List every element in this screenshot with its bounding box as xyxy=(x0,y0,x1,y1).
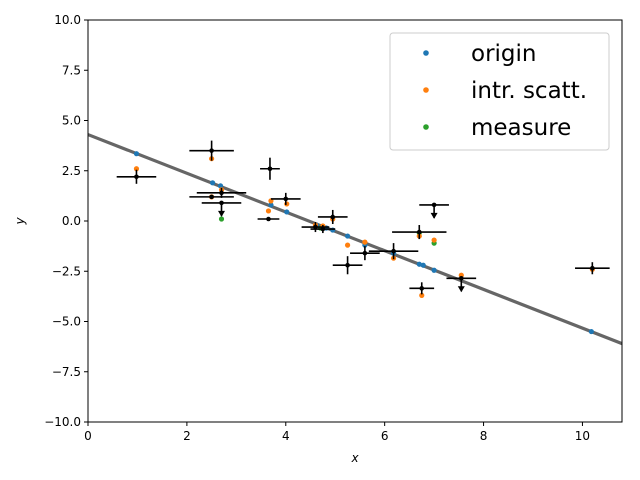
x-axis: 0 2 4 6 8 10 xyxy=(84,422,590,443)
measurement-errorbar xyxy=(332,256,363,275)
measurement-point xyxy=(219,190,224,196)
point-origin xyxy=(416,261,422,267)
measurement-point xyxy=(266,216,271,222)
legend-label: measure xyxy=(471,115,571,141)
upper-limit-arrow-head xyxy=(218,210,225,217)
x-tick-label: 4 xyxy=(282,429,290,443)
y-tick-label: 7.5 xyxy=(62,63,81,77)
legend-box xyxy=(389,32,610,151)
measurement-point xyxy=(313,224,318,230)
measurement-errorbar xyxy=(409,282,435,295)
measurement-errorbar xyxy=(270,192,301,205)
measurement-point xyxy=(419,286,425,291)
measurement-point xyxy=(320,226,326,232)
y-tick-label: 0.0 xyxy=(62,214,81,228)
upper-limit-arrow-head xyxy=(430,212,438,219)
measurement-point xyxy=(134,174,139,180)
measurement-errorbar xyxy=(189,140,234,161)
measurement-point xyxy=(391,248,396,254)
measurement-point xyxy=(459,275,464,281)
x-axis-label: x xyxy=(350,451,359,465)
measurement-errorbar xyxy=(317,209,348,225)
point-measure xyxy=(218,216,225,222)
y-tick-label: −5.0 xyxy=(52,315,81,329)
measurement-point xyxy=(416,229,422,235)
measurement-errorbar xyxy=(189,194,234,200)
point-intr-scatt xyxy=(419,292,425,298)
legend-marker xyxy=(423,87,429,93)
legend-marker xyxy=(423,124,429,130)
point-intr-scatt xyxy=(344,242,351,248)
y-axis: −10.0 −7.5 −5.0 −2.5 0.0 2.5 5.0 7.5 10.0 xyxy=(44,13,88,429)
y-tick-label: 2.5 xyxy=(62,164,81,178)
point-origin xyxy=(133,151,140,157)
point-origin xyxy=(330,227,336,233)
measurement-errorbar xyxy=(257,216,280,222)
point-origin xyxy=(344,233,351,239)
y-tick-label: 5.0 xyxy=(62,114,81,128)
measurement-point xyxy=(362,250,368,256)
x-tick-label: 8 xyxy=(480,429,488,443)
point-origin xyxy=(210,180,216,186)
x-tick-label: 0 xyxy=(84,429,92,443)
point-intr-scatt xyxy=(133,166,140,172)
measurement-errorbar xyxy=(392,225,447,240)
errorbar-layer xyxy=(116,140,610,295)
measurement-point xyxy=(219,200,224,206)
upper-limit-arrow-head xyxy=(457,286,465,293)
point-intr-scatt xyxy=(362,239,368,245)
measurement-point xyxy=(209,148,214,153)
measurement-errorbar xyxy=(260,157,280,180)
y-tick-label: −7.5 xyxy=(52,365,81,379)
y-axis-label: y xyxy=(13,217,27,226)
measurement-errorbar xyxy=(368,243,419,260)
measurement-errorbar xyxy=(575,262,610,275)
measurement-point xyxy=(209,194,214,200)
measurement-errorbar xyxy=(116,169,157,184)
measurement-errorbar xyxy=(310,225,336,234)
point-origin xyxy=(588,328,594,335)
point-intr-scatt xyxy=(284,201,290,207)
measurement-point xyxy=(345,262,350,268)
point-intr-scatt xyxy=(431,237,437,243)
point-origin xyxy=(217,183,224,189)
point-origin xyxy=(431,267,437,273)
legend-label: intr. scatt. xyxy=(471,78,587,104)
point-origin xyxy=(268,202,274,208)
y-tick-label: 10.0 xyxy=(54,13,81,27)
measurement-point xyxy=(431,202,437,208)
measurement-point xyxy=(267,166,273,172)
fit-line-layer xyxy=(88,133,622,346)
measurement-point xyxy=(590,265,595,271)
point-origin xyxy=(420,262,426,268)
measurement-errorbar xyxy=(350,246,380,261)
x-tick-label: 6 xyxy=(381,429,389,443)
measurement-errorbar xyxy=(301,222,330,233)
x-tick-label: 10 xyxy=(575,429,590,443)
measurement-point xyxy=(330,214,336,220)
legend-marker xyxy=(423,50,429,56)
measurement-point xyxy=(283,196,289,202)
point-intr-scatt xyxy=(265,208,272,214)
legend-label: origin xyxy=(471,41,537,67)
point-origin xyxy=(284,209,290,215)
x-tick-label: 2 xyxy=(183,429,191,443)
y-tick-label: −10.0 xyxy=(44,415,81,429)
measurement-errorbar xyxy=(201,200,242,217)
measurement-errorbar xyxy=(196,187,247,198)
y-tick-label: −2.5 xyxy=(52,264,81,278)
fit-line xyxy=(88,133,622,346)
legend: origin intr. scatt. measure xyxy=(389,32,610,151)
measurement-errorbar xyxy=(419,202,449,219)
measurement-errorbar xyxy=(446,275,477,293)
